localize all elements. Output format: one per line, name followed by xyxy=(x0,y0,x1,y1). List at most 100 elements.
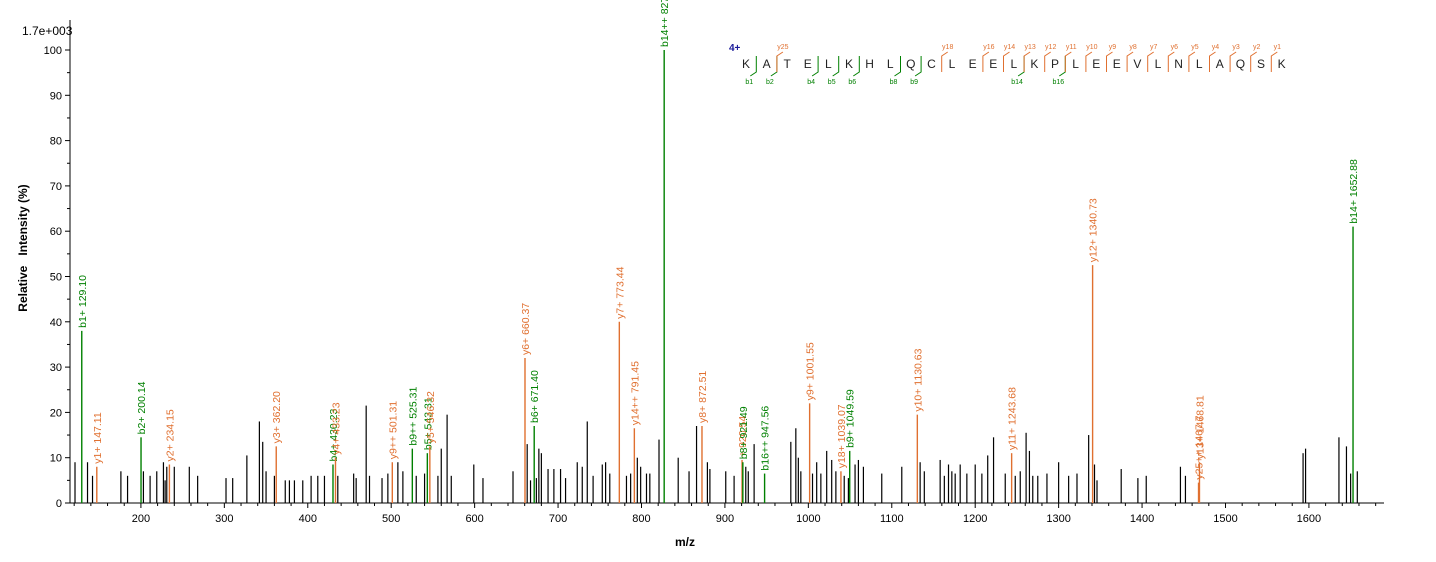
y-tick-label: 70 xyxy=(50,181,62,193)
y-ion-bracket xyxy=(1147,51,1154,72)
x-tick-label: 1100 xyxy=(880,513,904,525)
peak-label-y-ion: y25++ 1467.7 xyxy=(1194,415,1206,479)
y-ion-bracket xyxy=(1106,51,1113,72)
peak-label-y-ion: y11+ 1243.68 xyxy=(1007,387,1019,450)
peak-label-y-ion: y10+ 1130.63 xyxy=(912,348,924,411)
sequence-residue: K xyxy=(1030,57,1038,71)
y-ion-bracket xyxy=(941,51,948,72)
b-ion-tag: b6 xyxy=(848,79,856,86)
b-ion-tag: b9 xyxy=(910,79,918,86)
peak-label-b-ion: b9++ 525.31 xyxy=(407,387,419,446)
sequence-residue: L xyxy=(1072,57,1079,71)
y-ion-bracket xyxy=(1023,51,1031,72)
b-ion-bracket xyxy=(853,56,860,77)
sequence-residue: V xyxy=(1133,57,1141,71)
y-ion-bracket xyxy=(1188,51,1196,72)
b-ion-bracket xyxy=(750,56,757,77)
b-ion-tag: b14 xyxy=(1011,79,1023,86)
x-tick-label: 1200 xyxy=(963,513,987,525)
y-ion-bracket xyxy=(982,51,990,72)
y-ion-tag: y4 xyxy=(1212,44,1220,51)
y-ion-tag: y16 xyxy=(983,44,994,51)
y-tick-label: 60 xyxy=(50,226,62,238)
y-tick-label: 0 xyxy=(56,498,62,510)
y-tick-label: 100 xyxy=(44,45,62,57)
x-tick-label: 1300 xyxy=(1046,513,1070,525)
sequence-residue: A xyxy=(1216,57,1224,71)
b-ion-bracket xyxy=(1017,56,1025,77)
peak-label-y-ion: y9++ 501.31 xyxy=(387,401,399,460)
b-ion-tag: b4 xyxy=(807,79,815,86)
y-tick-label: 90 xyxy=(50,90,62,102)
sequence-residue: K xyxy=(845,57,853,71)
annotated-peaks: b1+ 129.10 y1+ 147.11 b2+ 200.14 y2+ 234.15… xyxy=(77,0,1360,503)
y-ion-bracket xyxy=(1126,51,1134,72)
y-ion-bracket xyxy=(1209,51,1216,72)
peak-label-y-ion: y5+ 546.32 xyxy=(425,391,437,443)
y-ion-tag: y9 xyxy=(1109,44,1117,51)
x-tick-label: 700 xyxy=(549,513,567,525)
sequence-residue: E xyxy=(969,57,977,71)
b-ion-bracket xyxy=(832,56,840,77)
x-tick-label: 600 xyxy=(465,513,483,525)
y-tick-label: 10 xyxy=(50,453,62,465)
y-ion-tag: y3 xyxy=(1232,44,1240,51)
y-tick-label: 30 xyxy=(50,362,62,374)
sequence-residue: A xyxy=(763,57,771,71)
x-tick-label: 900 xyxy=(716,513,734,525)
peak-label-b-ion: b14+ 1652.88 xyxy=(1348,159,1360,224)
y-ion-tag: y12 xyxy=(1045,44,1056,51)
x-tick-label: 1400 xyxy=(1130,513,1154,525)
b-ion-bracket xyxy=(770,56,778,77)
peak-label-y-ion: y13+ 1468.81 xyxy=(1194,395,1206,459)
sequence-residue: E xyxy=(989,57,997,71)
x-axis-title: m/z xyxy=(675,535,695,549)
y-ion-bracket xyxy=(1003,51,1010,72)
b-ion-bracket xyxy=(894,56,901,77)
y-ion-bracket xyxy=(1229,51,1237,72)
y-ion-bracket xyxy=(1085,51,1093,72)
y-ion-tag: y14 xyxy=(1004,44,1015,51)
peak-label-b-ion: b16++ 947.56 xyxy=(760,406,772,471)
sequence-residue: L xyxy=(887,57,894,71)
y-ion-tag: y5 xyxy=(1191,44,1199,51)
y-ion-tag: y10 xyxy=(1086,44,1097,51)
y-ion-bracket xyxy=(1270,51,1278,72)
x-tick-label: 400 xyxy=(299,513,317,525)
sequence-residue: T xyxy=(784,57,792,71)
peak-label-y-ion: y9+ 1001.55 xyxy=(805,342,817,400)
y-ion-bracket xyxy=(1064,51,1072,72)
x-tick-label: 1500 xyxy=(1213,513,1237,525)
sequence-residue: L xyxy=(949,57,956,71)
peak-label-y-ion: + 920.54 xyxy=(737,416,749,457)
sequence-residue: K xyxy=(1278,57,1286,71)
sequence-residue: K xyxy=(742,57,750,71)
b-ion-bracket xyxy=(914,56,922,77)
sequence-residue: L xyxy=(1155,57,1162,71)
charge-state: 4+ xyxy=(729,43,741,54)
y-tick-label: 80 xyxy=(50,136,62,148)
y-ion-tag: y18 xyxy=(942,44,953,51)
peak-label-y-ion: y4+ 433.23 xyxy=(330,402,342,454)
x-tick-label: 1000 xyxy=(796,513,820,525)
b-ion-tag: b16 xyxy=(1052,79,1064,86)
y-ion-bracket xyxy=(776,51,784,72)
sequence-residue: L xyxy=(825,57,832,71)
y-ion-bracket xyxy=(1044,51,1051,72)
peak-label-y-ion: y8+ 872.51 xyxy=(697,371,709,423)
peak-label-y-ion: y18+ 1039.07 xyxy=(836,404,848,468)
y-tick-label: 40 xyxy=(50,317,62,329)
y-tick-label: 50 xyxy=(50,272,62,284)
y-ion-bracket xyxy=(1167,51,1175,72)
peak-label-y-ion: y7+ 773.44 xyxy=(614,266,626,318)
peak-label-b-ion: b2+ 200.14 xyxy=(136,381,148,434)
y-ion-bracket xyxy=(1250,51,1257,72)
sequence-residue: P xyxy=(1051,57,1059,71)
peak-label-y-ion: y2+ 234.15 xyxy=(164,409,176,461)
b-ion-bracket xyxy=(1059,56,1066,77)
y-ion-tag: y11 xyxy=(1066,44,1077,51)
peak-label-b-ion: b4+ 430.23 xyxy=(328,408,340,461)
y-tick-label: 20 xyxy=(50,407,62,419)
sequence-residue: H xyxy=(865,57,874,71)
peak-label-y-ion: y14++ 791.45 xyxy=(629,361,641,425)
